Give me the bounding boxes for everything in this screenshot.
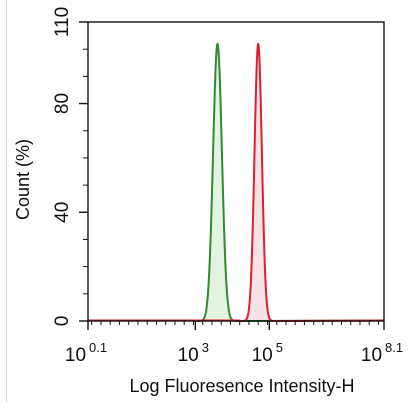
series-1-fill <box>239 43 277 321</box>
x-tick-label: 10 5 <box>252 340 283 366</box>
y-tick-label: 110 <box>52 7 73 37</box>
x-axis-label: Log Fluoresence Intensity-H <box>129 376 354 396</box>
x-tick-label: 10 8.1 <box>361 340 403 366</box>
x-axis-ticks: 10 0.1 10 3 10 5 10 8.1 <box>65 321 403 366</box>
y-tick-label: 80 <box>52 93 73 114</box>
series-fills <box>195 43 277 321</box>
y-tick-label: 40 <box>52 202 73 223</box>
series-0-fill <box>195 43 240 321</box>
plot-frame <box>87 21 385 322</box>
series-0-line <box>88 42 385 322</box>
y-tick-label: 0 <box>52 316 73 327</box>
series-lines <box>88 42 385 322</box>
series-1-line <box>88 42 385 322</box>
y-axis-label: Count (%) <box>13 139 33 220</box>
x-tick-label: 10 3 <box>178 340 209 366</box>
y-axis-ticks: 0 40 80 110 <box>52 7 88 326</box>
left-border-rule <box>6 0 7 402</box>
x-tick-label: 10 0.1 <box>65 340 107 366</box>
